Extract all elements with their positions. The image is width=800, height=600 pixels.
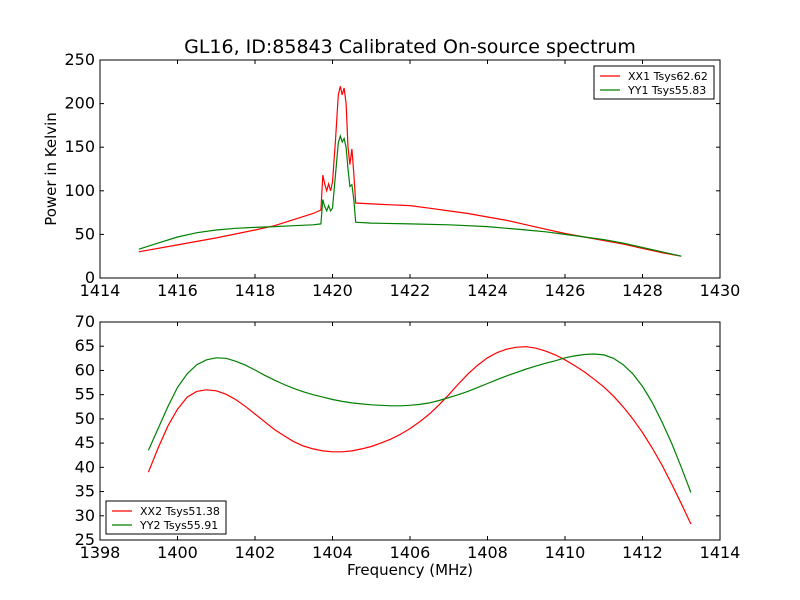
y-tick-label: 55 (75, 385, 95, 404)
y-tick-label: 35 (75, 482, 95, 501)
chart-panel-1: 1414 1416 1418 1420 1422 1424 1426 1428 1430 0 50 1… (42, 50, 740, 300)
y-tick-label: 60 (75, 360, 95, 379)
y-tick-label: 150 (64, 137, 95, 156)
chart-panels: 1414 1416 1418 1420 1422 1424 1426 1428 14300501… (42, 50, 740, 579)
y-tick-label: 200 (64, 94, 95, 113)
y-tick-label: 40 (75, 457, 95, 476)
y-tick-label: 25 (75, 530, 95, 549)
x-tick-label: 1408 (467, 543, 508, 562)
y-tick-label: 50 (75, 409, 95, 428)
x-tick-label: 1404 (312, 543, 353, 562)
x-tick-label: 1416 (157, 281, 198, 300)
legend-label: XX2 Tsys51.38 (140, 505, 220, 518)
x-tick-label: 1424 (467, 281, 508, 300)
chart-panel-2: 1398 1400 1402 1404 1406 1408 1410 1412 1414 25 30… (75, 312, 741, 579)
legend-box (105, 500, 227, 535)
x-tick-label: 1410 (545, 543, 586, 562)
x-axis-label: Frequency (MHz) (347, 561, 473, 579)
x-tick-label: 1412 (622, 543, 663, 562)
x-tick-label: 1398 (80, 543, 121, 562)
y-tick-label: 45 (75, 433, 95, 452)
x-tick-label: 1428 (622, 281, 663, 300)
y-tick-label: 50 (75, 224, 95, 243)
legend-box (593, 65, 715, 100)
chart-title: GL16, ID:85843 Calibrated On-source spec… (184, 36, 636, 58)
x-tick-label: 1406 (390, 543, 431, 562)
x-tick-label: 1414 (80, 281, 121, 300)
legend-label: YY2 Tsys55.91 (139, 519, 218, 532)
legend-label: XX1 Tsys62.62 (628, 70, 708, 83)
x-tick-label: 1430 (700, 281, 741, 300)
series-line-2 (147, 353, 692, 493)
x-tick-label: 1400 (157, 543, 198, 562)
series-line-2 (138, 133, 682, 257)
x-tick-label: 1420 (312, 281, 353, 300)
x-tick-label: 1402 (235, 543, 276, 562)
y-tick-label: 250 (64, 50, 95, 69)
x-tick-label: 1414 (700, 543, 741, 562)
y-tick-label: 0 (85, 268, 95, 287)
series-line-1 (147, 346, 692, 525)
y-tick-label: 65 (75, 336, 95, 355)
y-tick-label: 100 (64, 181, 95, 200)
x-tick-label: 1418 (235, 281, 276, 300)
series-line-1 (138, 86, 682, 257)
y-tick-label: 70 (75, 312, 95, 331)
legend-label: YY1 Tsys55.83 (627, 84, 706, 97)
y-tick-label: 30 (75, 506, 95, 525)
x-tick-label: 1422 (390, 281, 431, 300)
y-axis-label: Power in Kelvin (42, 112, 60, 226)
x-tick-label: 1426 (545, 281, 586, 300)
